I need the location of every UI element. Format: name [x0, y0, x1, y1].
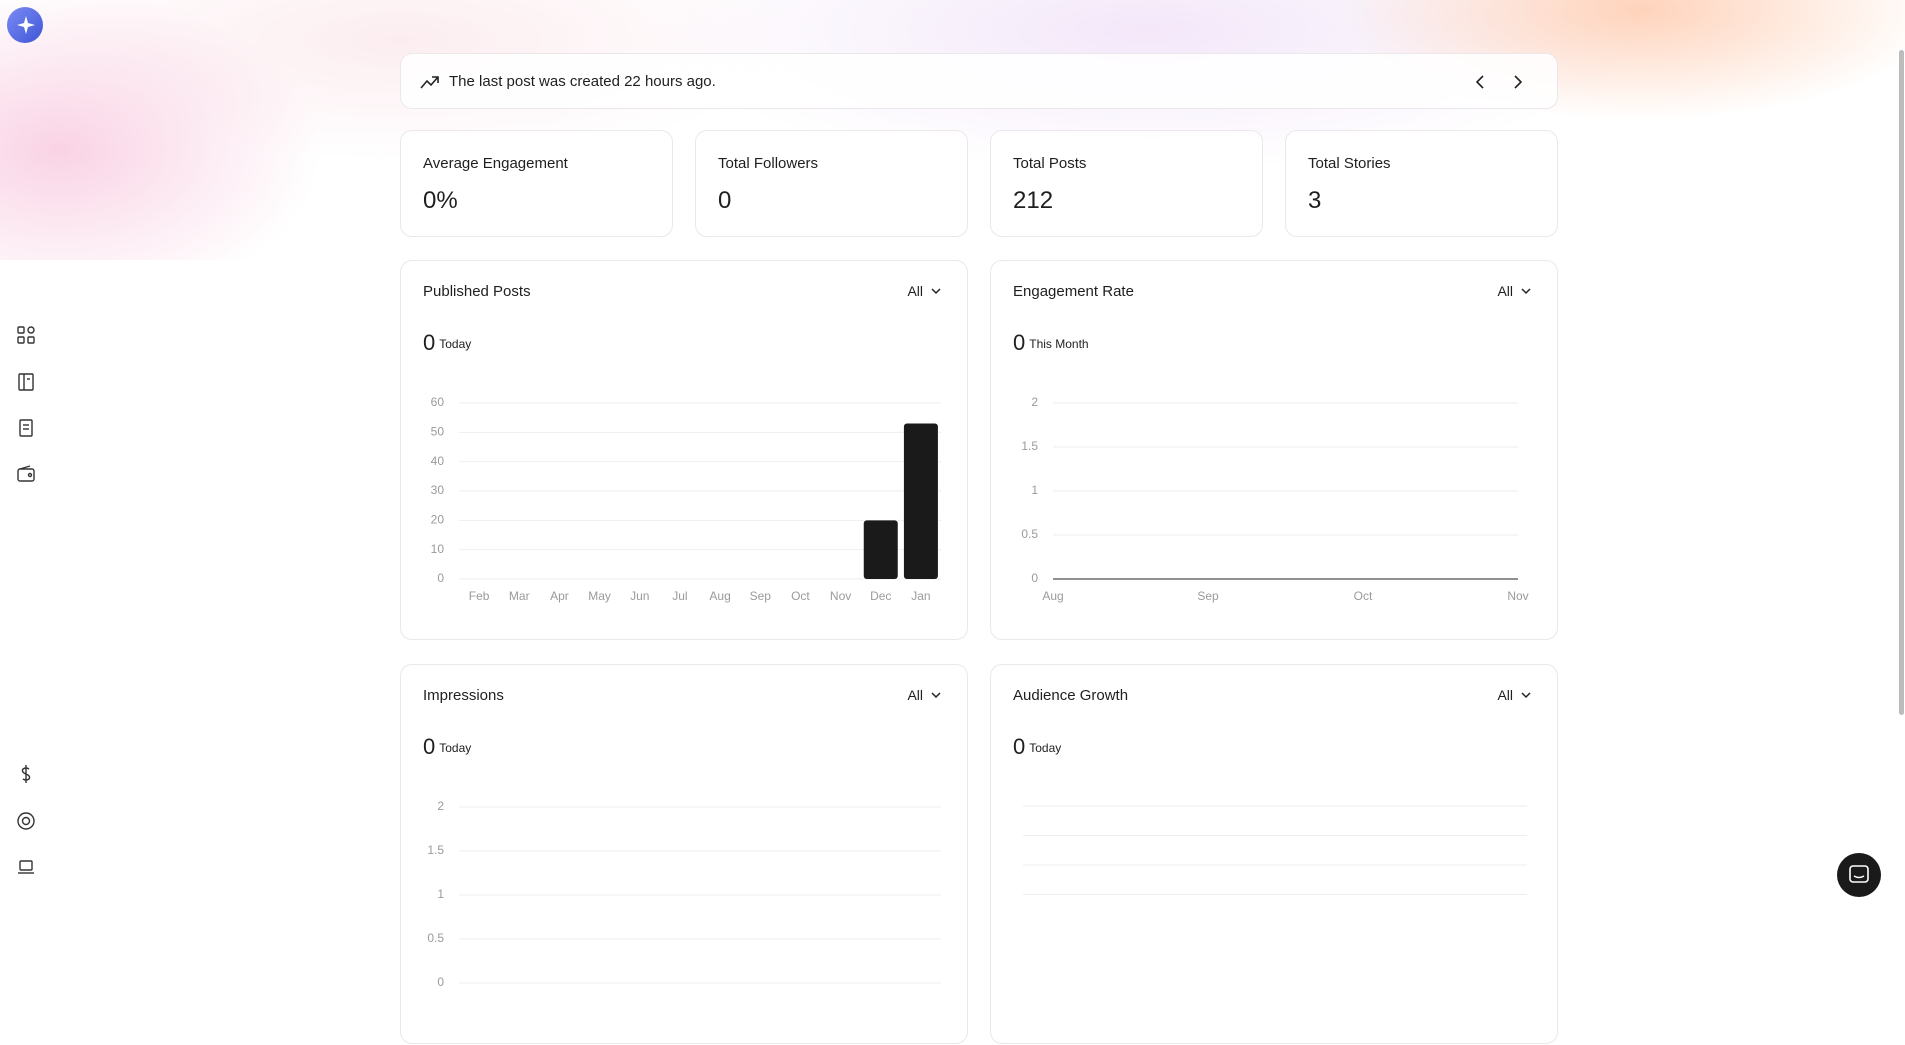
y-tick-label: 0	[437, 571, 444, 585]
stat-card: Total Posts 212	[990, 130, 1263, 237]
x-tick-label: Oct	[791, 589, 810, 603]
chart-title: Impressions	[423, 687, 504, 704]
x-tick-label: Dec	[870, 589, 891, 603]
y-tick-label: 20	[431, 513, 445, 527]
banner-text: The last post was created 22 hours ago.	[449, 73, 716, 90]
x-tick-label: Oct	[1354, 589, 1373, 603]
nav-doc[interactable]	[16, 418, 36, 438]
filter-dropdown[interactable]: All	[907, 283, 943, 299]
y-tick-label: 50	[431, 425, 445, 439]
chart: 0 10 20 30 40 50 60 Feb Mar Apr May Jun Jul Aug Sep Oct…	[431, 395, 941, 603]
x-tick-label: Sep	[750, 589, 772, 603]
y-tick-label: 1	[1031, 483, 1038, 497]
count-value: 0	[423, 330, 436, 355]
count-period: This Month	[1029, 337, 1089, 351]
y-tick-label: 0	[1031, 571, 1038, 585]
x-tick-label: Nov	[1507, 589, 1528, 603]
stat-label: Total Followers	[718, 155, 819, 172]
count-period: Today	[1029, 741, 1062, 755]
chart-card: Impressions All 0 Today 0 0.5 1 1.5 2	[400, 664, 968, 1044]
logo[interactable]	[6, 6, 44, 44]
y-tick-label: 2	[437, 799, 444, 813]
filter-label[interactable]: All	[907, 687, 923, 703]
x-tick-label: Aug	[709, 589, 730, 603]
stat-label: Average Engagement	[423, 155, 568, 172]
nav-book[interactable]	[16, 372, 36, 392]
x-tick-label: May	[588, 589, 611, 603]
x-tick-label: Feb	[469, 589, 490, 603]
chart-card: Engagement Rate All 0 This Month 0 0.5 1 1.5 2 Au…	[990, 260, 1558, 640]
chart-title: Engagement Rate	[1013, 283, 1134, 300]
bar	[903, 423, 938, 579]
filter-dropdown[interactable]: All	[907, 687, 943, 703]
stat-value: 0	[718, 187, 732, 214]
chevron	[1521, 288, 1531, 295]
chat-button[interactable]	[1836, 852, 1882, 898]
count-value: 0	[1013, 330, 1026, 355]
y-tick-label: 0	[437, 975, 444, 989]
chevron	[931, 288, 941, 295]
stat-value: 0%	[423, 187, 458, 214]
x-tick-label: Nov	[830, 589, 851, 603]
filter-label[interactable]: All	[1497, 283, 1513, 299]
x-tick-label: Jan	[911, 589, 930, 603]
trend-icon	[420, 76, 439, 89]
stat-card: Total Stories 3	[1285, 130, 1558, 237]
y-tick-label: 0.5	[1021, 527, 1038, 541]
y-tick-label: 1	[437, 887, 444, 901]
chart	[1023, 805, 1527, 895]
stat-card: Average Engagement 0%	[400, 130, 673, 237]
nav-wallet[interactable]	[16, 464, 36, 484]
nav-billing[interactable]	[16, 764, 36, 784]
next-button[interactable]	[1507, 72, 1527, 92]
chart-title: Audience Growth	[1013, 687, 1129, 704]
stat-value: 212	[1013, 187, 1054, 214]
nav-support[interactable]	[16, 811, 36, 831]
x-tick-label: Aug	[1042, 589, 1063, 603]
y-tick-label: 1.5	[427, 843, 444, 857]
chevron	[1521, 692, 1531, 699]
stat-value: 3	[1308, 187, 1322, 214]
chart-card: Published Posts All 0 Today 0 10 20 30 40 50 60 Feb…	[400, 260, 968, 640]
filter-label[interactable]: All	[1497, 687, 1513, 703]
nav-dashboard[interactable]	[16, 325, 36, 345]
y-tick-label: 1.5	[1021, 439, 1038, 453]
y-tick-label: 30	[431, 483, 445, 497]
count-value: 0	[1013, 734, 1026, 759]
chevron	[931, 692, 941, 699]
filter-dropdown[interactable]: All	[1497, 283, 1533, 299]
filter-label[interactable]: All	[907, 283, 923, 299]
chart: 0 0.5 1 1.5 2 Aug Sep Oct Nov	[1021, 395, 1528, 603]
x-tick-label: Jul	[672, 589, 687, 603]
count-period: Today	[439, 741, 472, 755]
y-tick-label: 60	[431, 395, 445, 409]
filter-dropdown[interactable]: All	[1497, 687, 1533, 703]
bar	[863, 520, 898, 579]
banner: The last post was created 22 hours ago.	[400, 53, 1558, 109]
scrollbar[interactable]	[1899, 50, 1904, 715]
y-tick-label: 10	[431, 542, 445, 556]
chart-card: Audience Growth All 0 Today	[990, 664, 1558, 1044]
y-tick-label: 2	[1031, 395, 1038, 409]
x-tick-label: Apr	[550, 589, 569, 603]
prev-button[interactable]	[1471, 72, 1491, 92]
y-tick-label: 40	[431, 454, 445, 468]
chart: 0 0.5 1 1.5 2	[427, 799, 941, 989]
stat-label: Total Posts	[1013, 155, 1087, 172]
x-tick-label: Jun	[630, 589, 649, 603]
y-tick-label: 0.5	[427, 931, 444, 945]
stat-label: Total Stories	[1308, 155, 1391, 172]
stat-card: Total Followers 0	[695, 130, 968, 237]
nav-device[interactable]	[16, 857, 36, 877]
x-tick-label: Sep	[1197, 589, 1219, 603]
chart-title: Published Posts	[423, 283, 531, 300]
count-period: Today	[439, 337, 472, 351]
x-tick-label: Mar	[509, 589, 530, 603]
count-value: 0	[423, 734, 436, 759]
